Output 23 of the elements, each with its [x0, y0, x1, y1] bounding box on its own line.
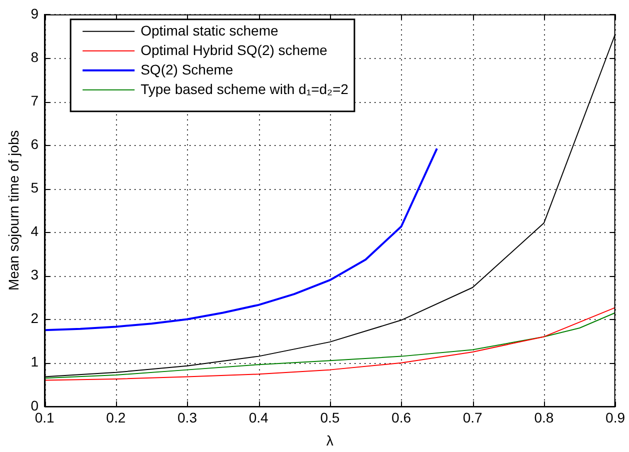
y-axis-title: Mean sojourn time of jobs [5, 130, 22, 291]
y-tick-label: 9 [30, 5, 39, 22]
x-tick-label: 0.6 [392, 410, 412, 426]
y-tick-label: 1 [30, 354, 39, 370]
legend-label: Type based scheme with d₁=d₂=2 [140, 80, 349, 97]
y-tick-label: 3 [30, 266, 39, 283]
x-tick-label: 0.2 [106, 410, 126, 426]
x-tick-label: 0.4 [248, 410, 269, 426]
x-tick-label: 0.9 [606, 410, 626, 426]
legend-label: Optimal Hybrid SQ(2) scheme [140, 42, 328, 58]
x-tick-label: 0.7 [462, 410, 483, 426]
y-tick-label: 6 [30, 136, 39, 152]
y-tick-label: 8 [30, 48, 39, 65]
y-tick-label: 5 [30, 179, 39, 196]
x-tick-label: 0.3 [178, 410, 198, 426]
x-tick-label: 0.8 [534, 410, 554, 426]
y-tick-label: 7 [30, 92, 39, 108]
y-tick-label: 2 [30, 310, 39, 326]
legend-label: SQ(2) Scheme [140, 61, 234, 78]
x-axis-title: λ [326, 432, 334, 448]
x-tick-label: 0.5 [320, 410, 340, 426]
legend-label: Optimal static scheme [140, 22, 279, 38]
y-tick-label: 4 [30, 223, 39, 240]
